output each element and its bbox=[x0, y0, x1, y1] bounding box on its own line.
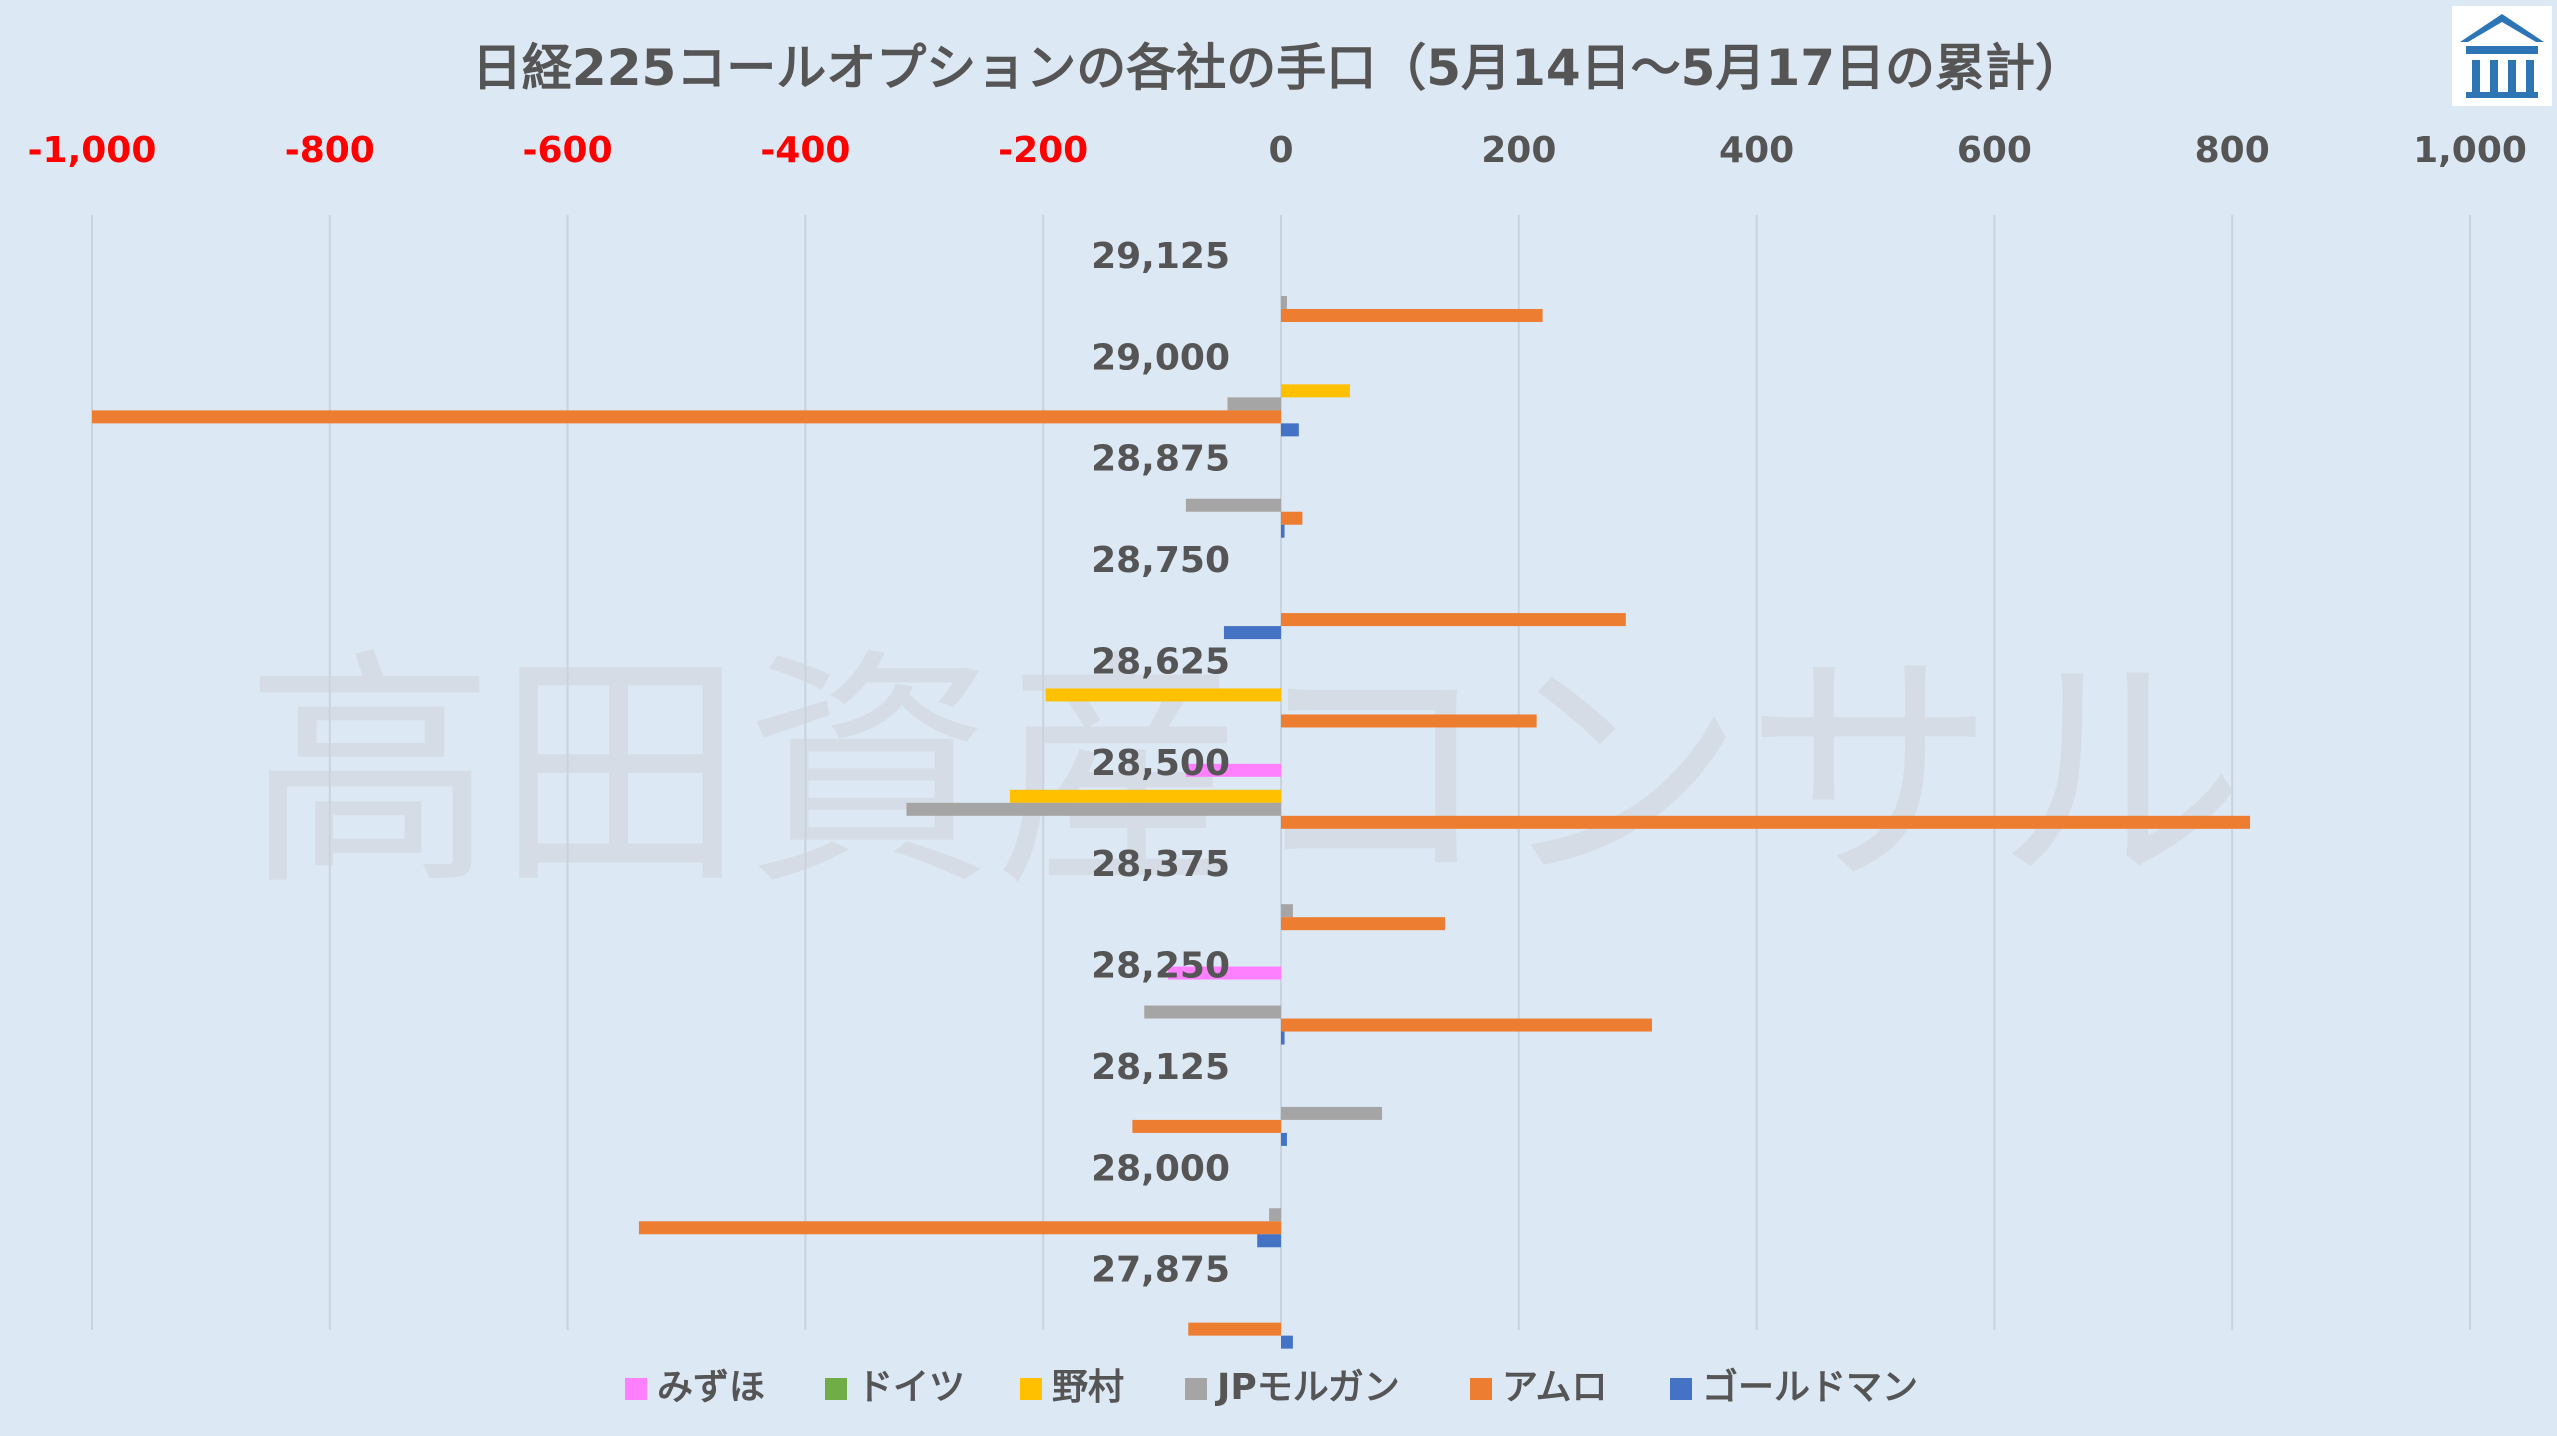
logo-icon bbox=[2452, 6, 2552, 106]
bar bbox=[1281, 423, 1299, 437]
bar bbox=[1281, 1031, 1285, 1045]
x-tick-label: 400 bbox=[1719, 130, 1794, 171]
bar bbox=[906, 802, 1281, 816]
legend-label: アムロ bbox=[1502, 1367, 1607, 1408]
category-label: 28,750 bbox=[1091, 540, 1230, 581]
category-label: 28,875 bbox=[1091, 439, 1230, 480]
category-label: 28,125 bbox=[1091, 1047, 1230, 1088]
category-labels: 29,125 29,000 28,875 28,750 28,625 28,500 28,3… bbox=[1091, 236, 1230, 1291]
bar bbox=[1281, 1018, 1652, 1032]
bar bbox=[1281, 917, 1446, 931]
bar bbox=[1132, 1119, 1281, 1133]
bars bbox=[92, 296, 2251, 1349]
bar bbox=[1188, 1322, 1281, 1336]
x-axis-ticks: -1,000 -800 -600 -400 -200 0 200 400 600 800 1,000 bbox=[28, 130, 2527, 171]
x-tick-label: 0 bbox=[1268, 130, 1293, 171]
category-label: 29,000 bbox=[1091, 337, 1230, 378]
legend-swatch bbox=[825, 1378, 847, 1400]
legend-label: JPモルガン bbox=[1214, 1367, 1400, 1408]
legend-swatch bbox=[625, 1378, 647, 1400]
x-tick-label: -200 bbox=[998, 130, 1088, 171]
bar bbox=[1045, 688, 1281, 702]
bar bbox=[1281, 1132, 1287, 1146]
bar bbox=[1281, 613, 1626, 627]
x-tick-label: 800 bbox=[2195, 130, 2270, 171]
x-tick-label: 200 bbox=[1481, 130, 1556, 171]
chart-title: 日経225コールオプションの各社の手口（5月14日～5月17日の累計） bbox=[471, 39, 2086, 97]
legend: みずほ ドイツ 野村 JPモルガン アムロ ゴールドマン bbox=[625, 1366, 1918, 1408]
bar bbox=[1168, 966, 1281, 980]
legend-swatch bbox=[1670, 1378, 1692, 1400]
x-tick-label: 1,000 bbox=[2413, 130, 2527, 171]
bar bbox=[1257, 1234, 1281, 1248]
legend-label: みずほ bbox=[657, 1367, 765, 1408]
x-tick-label: -400 bbox=[760, 130, 850, 171]
legend-swatch bbox=[1470, 1378, 1492, 1400]
category-label: 27,875 bbox=[1091, 1250, 1230, 1291]
x-tick-label: 600 bbox=[1957, 130, 2032, 171]
category-label: 28,625 bbox=[1091, 641, 1230, 682]
bar bbox=[1281, 384, 1350, 398]
category-label: 28,375 bbox=[1091, 844, 1230, 885]
bar bbox=[1281, 1335, 1293, 1349]
bar bbox=[1227, 397, 1281, 411]
bar bbox=[1269, 1208, 1281, 1222]
bar bbox=[638, 1221, 1281, 1235]
bar bbox=[1281, 524, 1285, 538]
category-label: 28,250 bbox=[1091, 946, 1230, 987]
bar bbox=[1185, 498, 1281, 512]
bar bbox=[1144, 1005, 1281, 1019]
x-tick-label: -600 bbox=[523, 130, 613, 171]
legend-label: ゴールドマン bbox=[1702, 1366, 1918, 1408]
bar bbox=[92, 410, 1281, 424]
bar bbox=[1281, 1106, 1383, 1120]
bar bbox=[1281, 309, 1543, 322]
legend-label: ドイツ bbox=[857, 1367, 965, 1408]
bar bbox=[1281, 714, 1537, 728]
legend-swatch bbox=[1185, 1378, 1207, 1400]
bar bbox=[1281, 511, 1303, 525]
bar bbox=[1223, 626, 1281, 640]
bar bbox=[1281, 296, 1287, 309]
category-label: 28,500 bbox=[1091, 743, 1230, 784]
bar bbox=[1009, 789, 1281, 803]
x-tick-label: -800 bbox=[285, 130, 375, 171]
bar bbox=[1185, 763, 1281, 777]
legend-label: 野村 bbox=[1052, 1367, 1124, 1408]
legend-swatch bbox=[1020, 1378, 1042, 1400]
bar bbox=[1281, 815, 2251, 829]
category-label: 28,000 bbox=[1091, 1148, 1230, 1189]
bar bbox=[1281, 904, 1293, 918]
x-tick-label: -1,000 bbox=[28, 130, 157, 171]
category-label: 29,125 bbox=[1091, 236, 1230, 277]
